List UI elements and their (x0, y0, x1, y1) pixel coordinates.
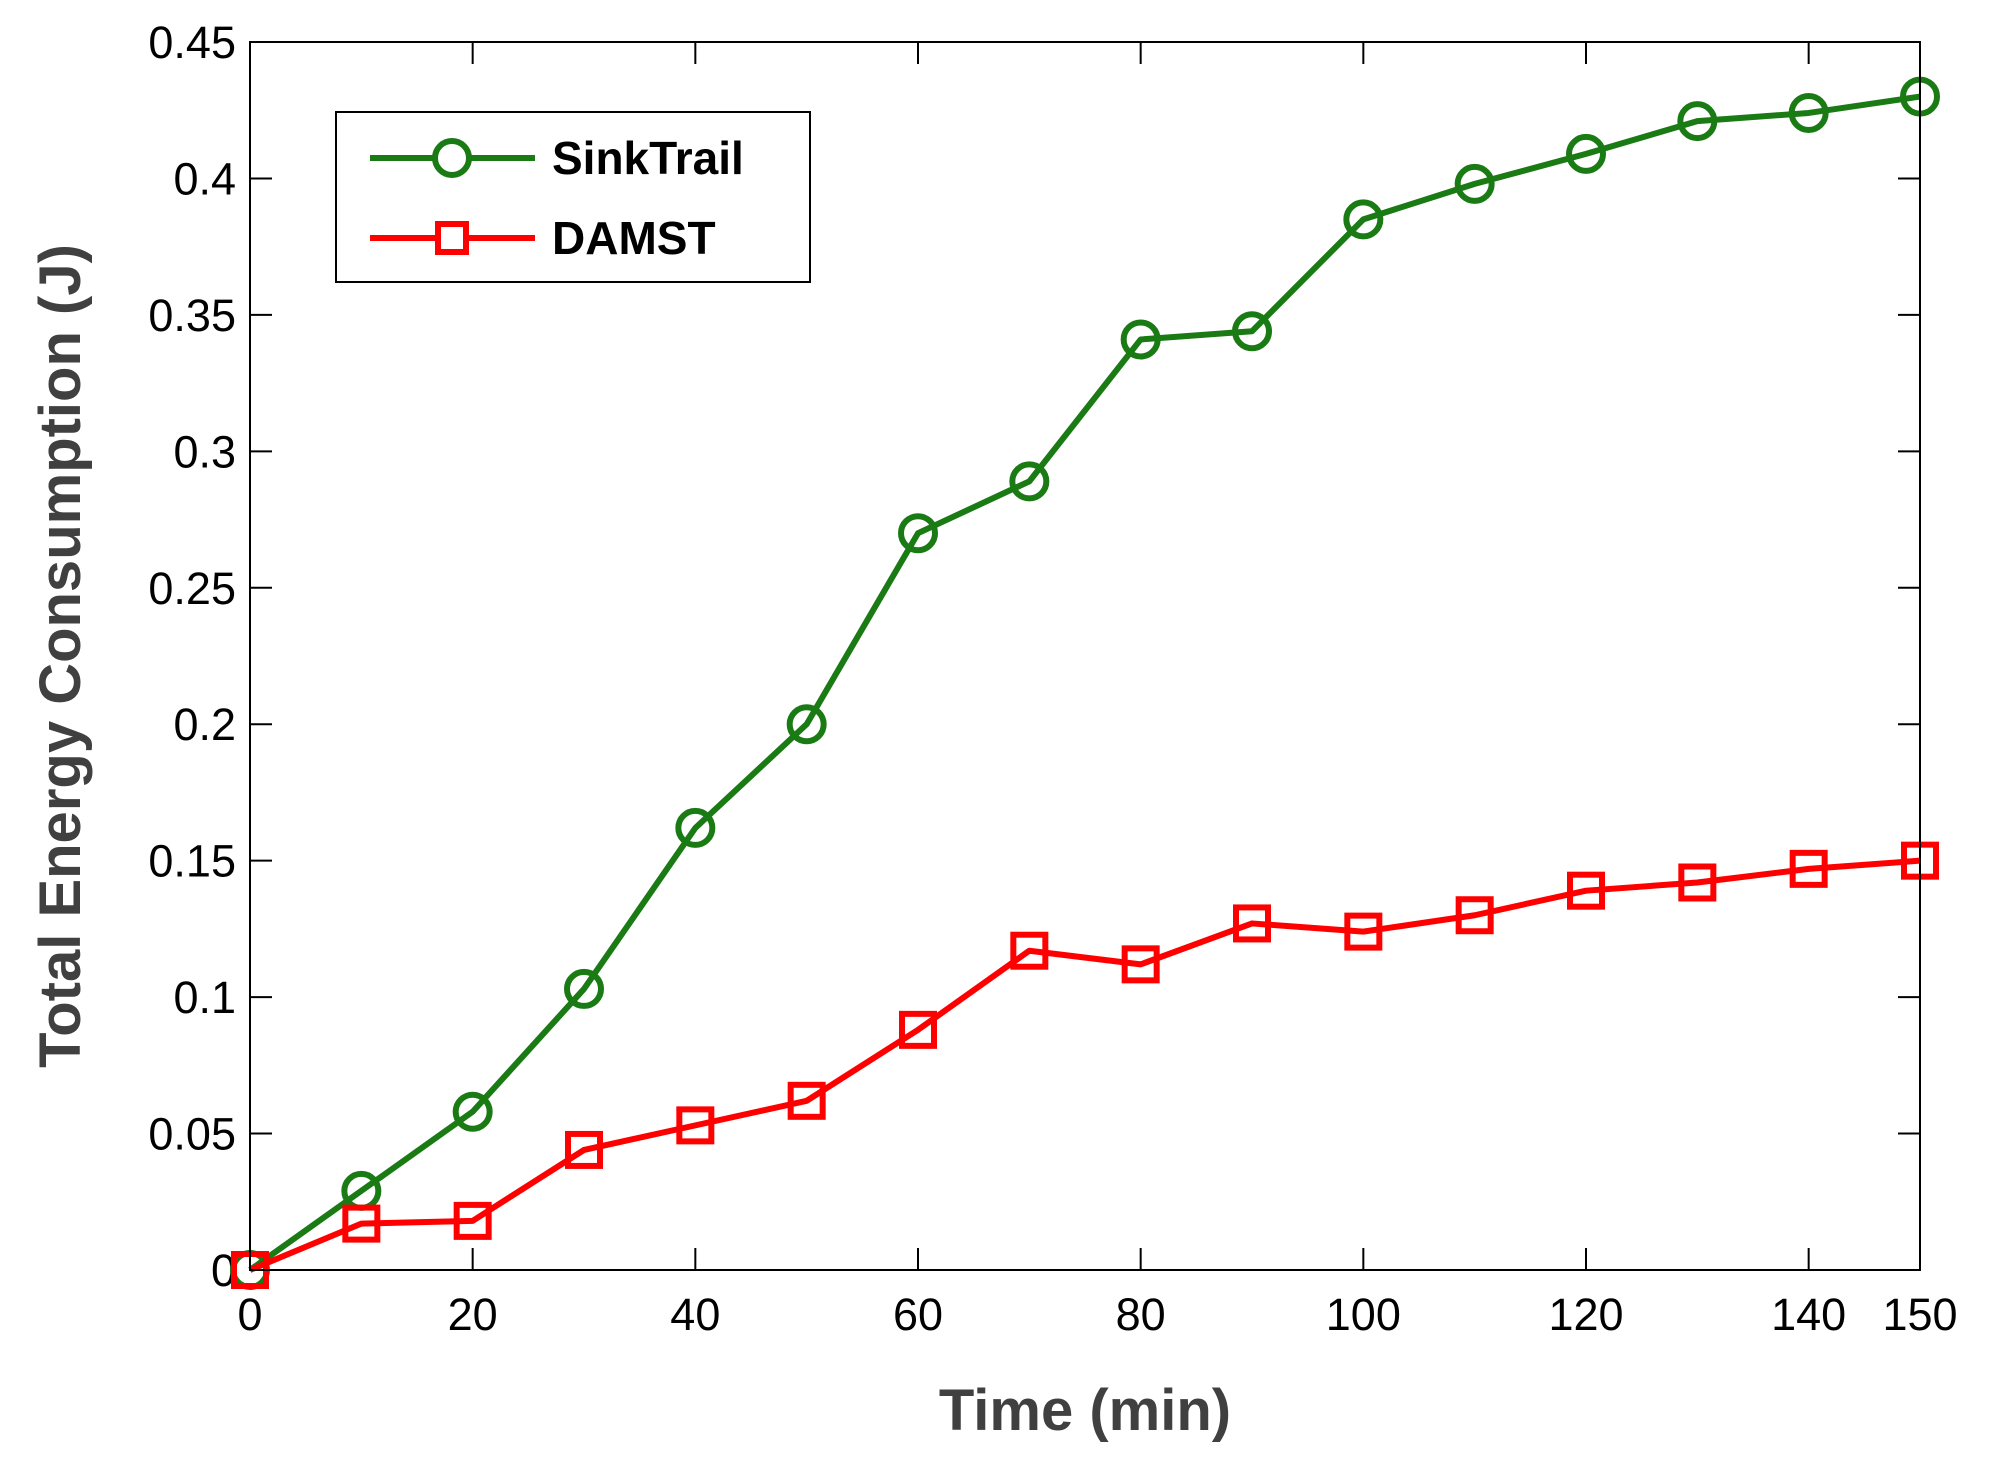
x-tick-label: 0 (237, 1289, 262, 1340)
x-tick-label: 140 (1771, 1289, 1846, 1340)
legend-label-damst: DAMST (552, 212, 716, 264)
data-point-damst (342, 1204, 381, 1243)
data-point-sinktrail (1232, 311, 1272, 352)
data-point-damst (1344, 912, 1383, 951)
data-point-sinktrail (1788, 92, 1829, 133)
legend-box (335, 111, 811, 283)
data-point-damst (1789, 849, 1828, 888)
data-point-damst (453, 1201, 492, 1240)
series-line-damst (248, 857, 1921, 1273)
data-point-damst (1010, 931, 1049, 970)
y-tick-label: 0.45 (148, 17, 236, 68)
x-tick-label: 80 (1116, 1289, 1166, 1340)
legend-label-sinktrail: SinkTrail (552, 132, 744, 184)
y-tick-label: 0.3 (173, 426, 236, 477)
y-tick-label: 0.25 (148, 563, 236, 614)
data-point-damst (1455, 896, 1494, 935)
data-point-sinktrail (452, 1091, 493, 1132)
data-point-sinktrail (786, 704, 827, 745)
data-point-damst (565, 1130, 603, 1169)
plot-frame (249, 41, 1921, 1271)
data-point-sinktrail (675, 807, 716, 848)
y-tick-label: 0.35 (148, 290, 236, 341)
data-point-sinktrail (1343, 199, 1384, 240)
y-axis-title: Total Energy Consumption (J) (28, 244, 93, 1068)
series-line-sinktrail (248, 93, 1921, 1273)
legend-marker-sinktrail (432, 138, 472, 178)
data-point-sinktrail (1120, 319, 1161, 360)
data-point-damst (676, 1106, 715, 1145)
x-axis-title: Time (min) (939, 1378, 1231, 1443)
data-point-sinktrail (1009, 461, 1050, 502)
y-tick-label: 0.2 (173, 699, 236, 750)
x-tick-label: 100 (1326, 1289, 1401, 1340)
data-point-damst (1121, 945, 1160, 984)
data-point-damst (787, 1081, 826, 1120)
x-tick-label: 120 (1548, 1289, 1623, 1340)
y-tick-label: 0.1 (173, 972, 236, 1023)
x-tick-label: 60 (893, 1289, 943, 1340)
data-point-sinktrail (1566, 133, 1606, 174)
x-tick-label: 150 (1882, 1289, 1957, 1340)
data-point-damst (1567, 871, 1605, 910)
x-tick-label: 40 (670, 1289, 720, 1340)
y-tick-label: 0.4 (173, 153, 236, 204)
data-point-sinktrail (1677, 101, 1718, 142)
series-layer (230, 76, 1940, 1290)
x-tick-label: 20 (448, 1289, 498, 1340)
data-point-damst (1233, 904, 1271, 943)
legend-marker-damst (435, 221, 469, 255)
ticks-layer: 0 20 40 60 80 100 120 140 15000.050.10.150.20.25… (148, 17, 1957, 1340)
data-point-sinktrail (564, 968, 604, 1009)
data-point-damst (1678, 863, 1717, 902)
y-tick-label: 0.05 (148, 1109, 236, 1160)
data-point-damst (899, 1010, 937, 1049)
y-tick-label: 0.15 (148, 836, 236, 887)
legend: SinkTrail DAMST (335, 111, 811, 283)
data-point-sinktrail (898, 513, 938, 554)
data-point-sinktrail (1454, 163, 1495, 204)
